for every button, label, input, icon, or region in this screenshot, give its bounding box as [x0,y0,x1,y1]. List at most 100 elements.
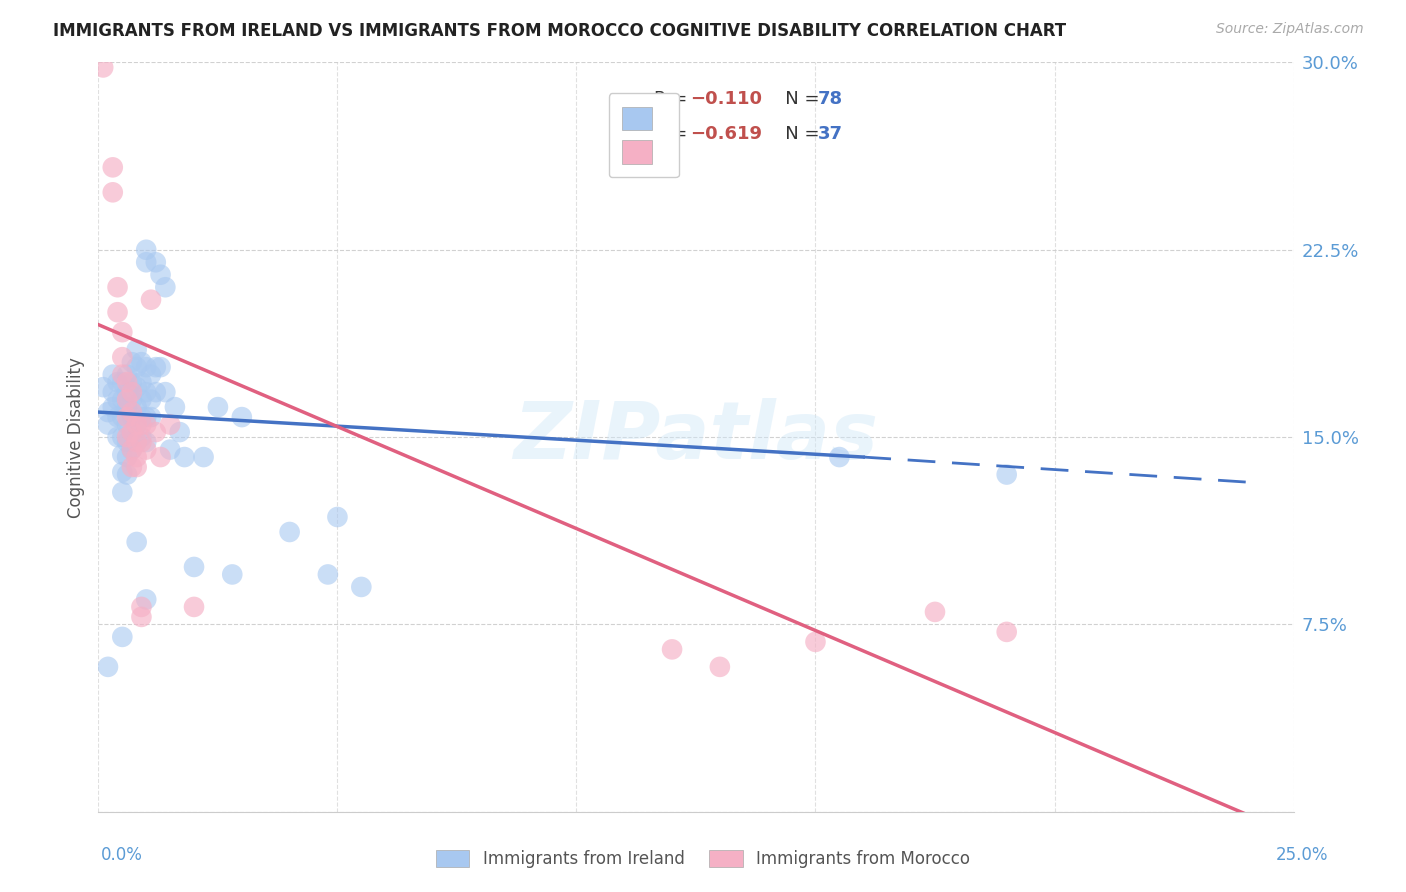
Point [139,392,162,407]
Point [101,385,124,400]
Point [101,186,124,200]
Point [111,448,134,462]
Point [135,385,157,400]
Point [139,293,162,307]
Text: IMMIGRANTS FROM IRELAND VS IMMIGRANTS FROM MOROCCO COGNITIVE DISABILITY CORRELAT: IMMIGRANTS FROM IRELAND VS IMMIGRANTS FR… [53,22,1067,40]
Point [115,400,138,414]
Point [111,630,134,644]
Point [131,375,153,389]
Point [115,450,138,464]
Point [121,460,143,475]
Point [125,450,148,464]
Point [995,624,1018,639]
Point [115,368,138,382]
Point [145,360,167,375]
Point [107,410,129,425]
Point [155,385,177,400]
Point [115,385,138,400]
Point [121,375,143,389]
Point [135,417,157,432]
Point [125,380,148,394]
Point [145,425,167,439]
Point [121,410,143,425]
Point [145,385,167,400]
Text: 25.0%: 25.0% [1277,846,1329,863]
Point [111,325,134,339]
Text: −0.110: −0.110 [690,90,762,108]
Point [924,605,946,619]
Point [131,435,153,450]
Point [135,442,157,457]
Text: 0.0%: 0.0% [101,846,143,863]
Point [326,510,349,524]
Point [278,524,301,539]
Point [316,567,339,582]
Point [121,405,143,419]
Point [125,360,148,375]
Point [121,385,143,400]
Point [183,599,205,614]
Point [107,375,129,389]
Point [193,450,215,464]
Point [121,442,143,457]
Point [111,350,134,364]
Text: Source: ZipAtlas.com: Source: ZipAtlas.com [1216,22,1364,37]
Point [173,450,195,464]
Point [135,243,157,257]
Point [97,405,120,419]
Point [149,450,172,464]
Point [135,410,157,425]
Point [139,368,162,382]
Point [121,425,143,439]
Point [155,280,177,294]
Text: −0.619: −0.619 [690,125,762,143]
Point [101,400,124,414]
Point [115,467,138,482]
Point [131,417,153,432]
Point [91,61,114,75]
Point [125,417,148,432]
Point [145,255,167,269]
Point [111,485,134,500]
Point [115,392,138,407]
Point [125,343,148,357]
Point [111,392,134,407]
Point [135,360,157,375]
Point [131,430,153,444]
Text: 37: 37 [818,125,842,143]
Point [121,425,143,439]
Point [231,410,253,425]
Point [131,392,153,407]
Point [115,417,138,432]
Point [131,610,153,624]
Point [804,635,827,649]
Point [139,410,162,425]
Point [115,375,138,389]
Text: 78: 78 [818,90,844,108]
Point [111,465,134,479]
Point [125,460,148,475]
Point [125,435,148,450]
Point [149,268,172,282]
Point [125,400,148,414]
Point [709,660,731,674]
Legend: Immigrants from Ireland, Immigrants from Morocco: Immigrants from Ireland, Immigrants from… [429,843,977,875]
Point [995,467,1018,482]
Point [149,360,172,375]
Point [121,392,143,407]
Text: N =: N = [768,125,825,143]
Text: ZIPatlas: ZIPatlas [513,398,879,476]
Text: R =: R = [654,90,693,108]
Point [121,442,143,457]
Point [159,442,181,457]
Y-axis label: Cognitive Disability: Cognitive Disability [66,357,84,517]
Point [107,305,129,319]
Point [121,355,143,369]
Point [135,435,157,450]
Point [131,410,153,425]
Point [131,599,153,614]
Point [107,280,129,294]
Point [115,435,138,450]
Point [101,161,124,175]
Point [111,368,134,382]
